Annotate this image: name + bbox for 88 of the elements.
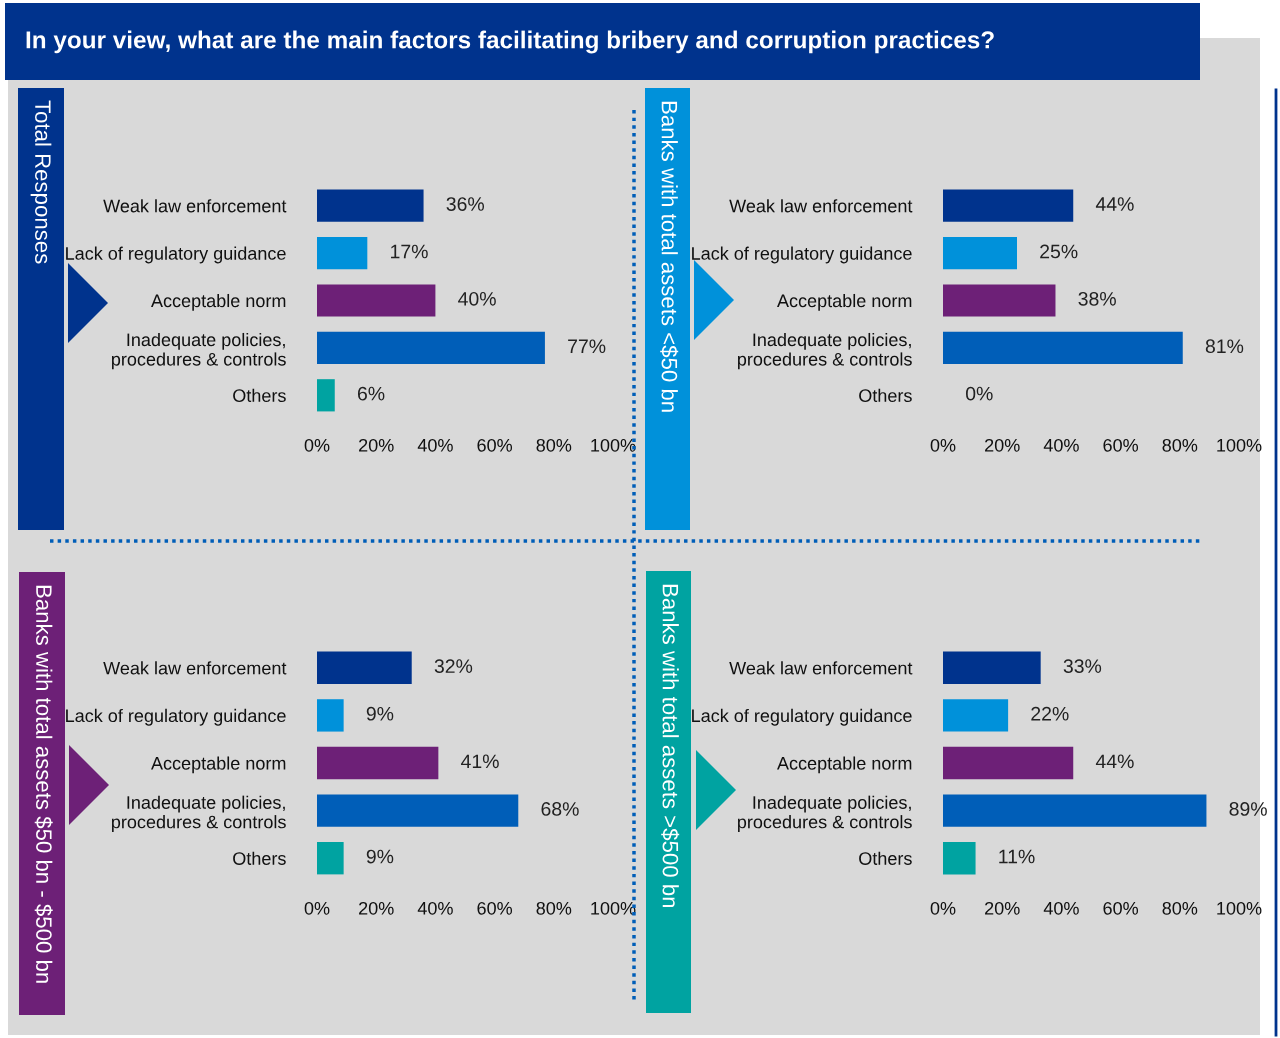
data-label: 81%	[1205, 339, 1244, 354]
data-label: 77%	[568, 339, 606, 354]
data-label: 11%	[999, 849, 1035, 864]
y-tick-label: Others	[233, 851, 286, 865]
data-label: 89%	[1229, 802, 1267, 816]
data-label: 36%	[446, 197, 485, 211]
bar	[317, 794, 519, 827]
bar	[317, 189, 424, 222]
x-tick-label: 60%	[1103, 901, 1139, 915]
bar	[943, 284, 1056, 317]
bar	[943, 236, 1017, 270]
y-tick-label: Lack of regulatory guidance	[66, 708, 286, 726]
data-label: 44%	[1095, 197, 1134, 211]
bar	[943, 794, 1207, 827]
data-label: 68%	[541, 802, 579, 816]
x-tick-label: 0%	[930, 901, 956, 915]
y-tick-label: Lack of regulatory guidance	[692, 246, 912, 264]
bar	[943, 699, 1009, 732]
bar	[317, 651, 412, 684]
bar	[317, 699, 344, 732]
bar	[943, 651, 1041, 684]
y-tick-label: Others	[233, 388, 286, 403]
bar	[317, 379, 335, 412]
x-tick-label: 100%	[1217, 438, 1262, 452]
data-label: 9%	[366, 849, 394, 864]
x-tick-label: 40%	[1043, 438, 1079, 452]
x-tick-label: 20%	[359, 438, 394, 452]
x-tick-label: 100%	[591, 438, 636, 452]
y-tick-label: Acceptable norm	[151, 293, 286, 311]
y-tick-label: Lack of regulatory guidance	[692, 708, 912, 726]
bar	[317, 331, 545, 365]
data-label: 17%	[391, 244, 428, 259]
data-label: 41%	[461, 754, 499, 769]
text: Banks with total assets >$500 bn	[661, 584, 680, 908]
y-tick-label: Acceptable norm	[777, 756, 912, 774]
y-tick-label: Weak law enforcement	[729, 661, 913, 675]
x-tick-label: 80%	[536, 901, 572, 915]
y-tick-label: Lack of regulatory guidance	[66, 246, 286, 264]
x-tick-label: 20%	[985, 438, 1020, 452]
x-tick-label: 40%	[417, 438, 453, 452]
data-label: 40%	[458, 291, 496, 306]
chart-title: In your view, what are the main factors facilitating bribery and corruption practices?	[26, 30, 994, 54]
x-tick-label: 20%	[985, 901, 1020, 915]
data-label: 6%	[357, 386, 385, 401]
y-tick-label: Acceptable norm	[777, 293, 912, 311]
text: Banks with total assets <$50 bn	[660, 101, 679, 412]
bar	[317, 284, 436, 317]
x-tick-label: 40%	[417, 901, 453, 915]
data-label: 44%	[1095, 754, 1134, 769]
bar	[943, 842, 976, 875]
data-label: 25%	[1040, 244, 1078, 259]
y-tick-label: Others	[859, 851, 912, 865]
data-label: 9%	[366, 706, 394, 721]
y-tick-label: Inadequate policies, procedures & controls	[111, 332, 286, 370]
x-tick-label: 60%	[477, 901, 513, 915]
x-tick-label: 60%	[477, 438, 513, 452]
data-label: 38%	[1078, 291, 1116, 306]
bar	[317, 236, 368, 270]
bar	[317, 842, 344, 875]
data-label: 0%	[965, 386, 993, 401]
x-tick-label: 80%	[1162, 901, 1198, 915]
y-tick-label: Weak law enforcement	[103, 661, 287, 675]
bar	[317, 746, 439, 780]
x-tick-label: 0%	[304, 438, 330, 452]
x-tick-label: 80%	[1162, 438, 1198, 452]
x-tick-label: 80%	[536, 438, 572, 452]
text: Total Responses	[30, 100, 52, 264]
x-tick-label: 0%	[930, 438, 956, 452]
y-tick-label: Inadequate policies, procedures & controls	[111, 795, 286, 832]
x-tick-label: 0%	[304, 901, 330, 915]
y-tick-label: Others	[859, 388, 912, 403]
y-tick-label: Inadequate policies, procedures & controls	[737, 795, 912, 832]
y-tick-label: Weak law enforcement	[729, 199, 913, 213]
x-tick-label: 20%	[359, 901, 394, 915]
bar	[943, 189, 1074, 222]
x-tick-label: 100%	[1217, 901, 1262, 915]
bar	[943, 746, 1074, 780]
y-tick-label: Acceptable norm	[151, 756, 286, 774]
data-label: 32%	[434, 659, 473, 674]
data-label: 22%	[1031, 706, 1069, 721]
data-label: 33%	[1063, 659, 1102, 674]
y-tick-label: Weak law enforcement	[103, 199, 287, 213]
x-tick-label: 60%	[1103, 438, 1139, 452]
x-tick-label: 40%	[1043, 901, 1079, 915]
bar	[943, 331, 1183, 365]
text: Banks with total assets $50 bn - $500 bn	[34, 585, 53, 983]
y-tick-label: Inadequate policies, procedures & controls	[737, 332, 912, 370]
x-tick-label: 100%	[591, 901, 636, 915]
